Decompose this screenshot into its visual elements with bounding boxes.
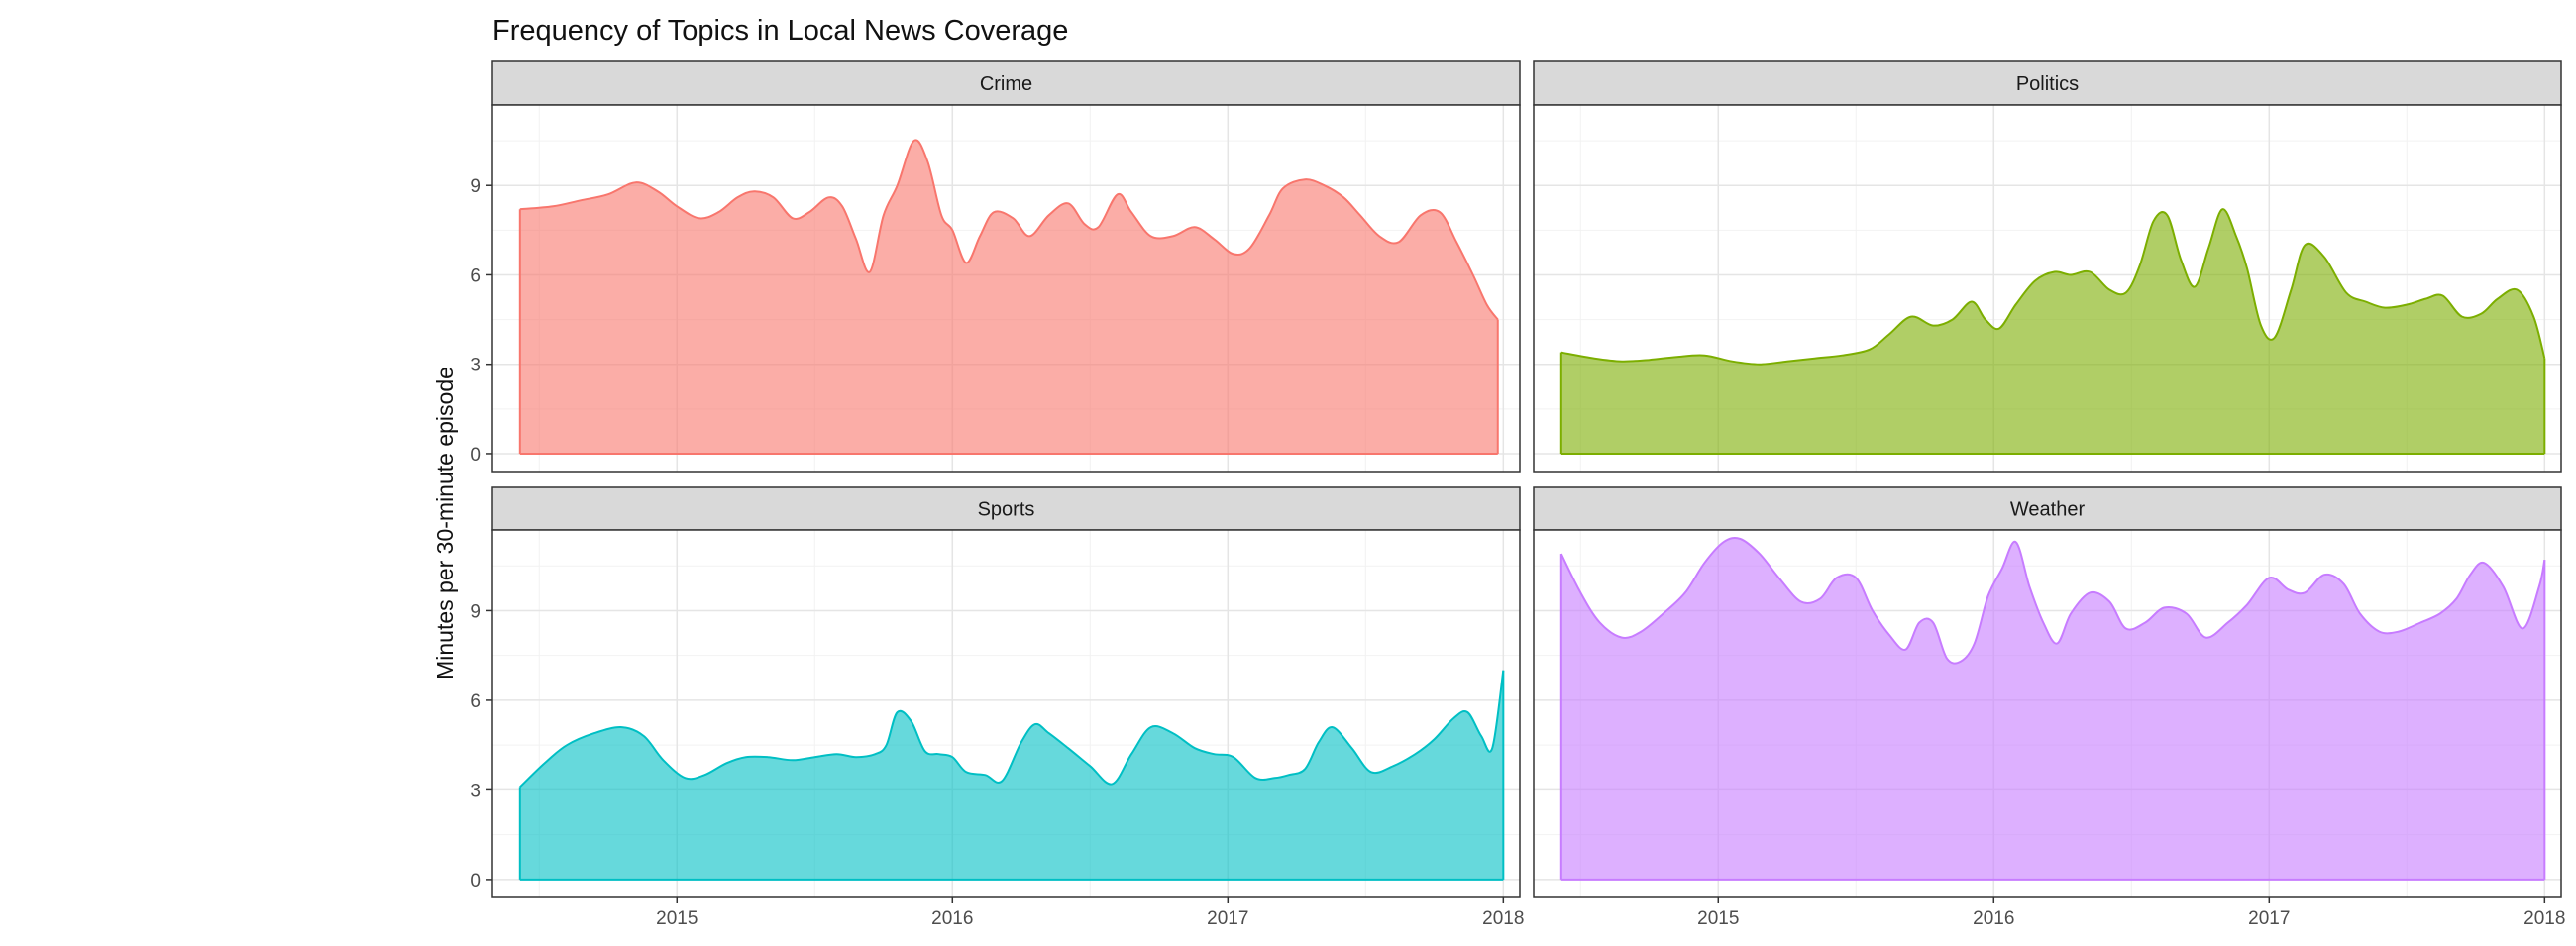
y-tick-label: 3 <box>470 781 481 801</box>
facet-strip-label: Sports <box>978 499 1035 521</box>
x-tick-label: 2018 <box>1482 908 1524 929</box>
line-weather <box>1559 537 2546 665</box>
chart-title: Frequency of Topics in Local News Covera… <box>492 15 1068 47</box>
line-politics <box>1560 208 2546 366</box>
area-crime <box>519 140 1498 454</box>
y-axis-label: Minutes per 30-minute episode <box>432 367 458 680</box>
facet-crime: Crime 0 3 6 9 <box>470 60 1521 473</box>
y-tick-label: 0 <box>470 871 481 892</box>
panel-border <box>1533 529 2562 898</box>
facet-strip <box>1533 486 2562 531</box>
line-sports <box>519 670 1505 788</box>
facet-strip <box>1533 60 2562 106</box>
panel-border <box>491 104 1521 473</box>
facet-strip <box>491 60 1521 106</box>
x-tick-label: 2017 <box>1207 908 1248 929</box>
x-tick-label: 2016 <box>931 908 973 929</box>
area-weather <box>1560 538 2545 880</box>
x-tick-label: 2015 <box>656 908 698 929</box>
facet-panels: Crime 0 3 6 9 Politics Sports 0 3 6 9 2015 2016 2017 2… <box>470 60 2565 929</box>
x-tick-label: 2017 <box>2248 908 2290 929</box>
facet-strip-label: Weather <box>2010 499 2086 521</box>
facet-sports: Sports 0 3 6 9 2015 2016 2017 2018 <box>470 486 1524 929</box>
x-tick-label: 2016 <box>1973 908 2014 929</box>
y-tick-label: 9 <box>470 601 481 622</box>
y-tick-label: 6 <box>470 265 481 286</box>
line-crime <box>519 139 1499 321</box>
area-sports <box>519 670 1504 880</box>
area-politics <box>1560 209 2545 454</box>
x-tick-label: 2018 <box>2523 908 2565 929</box>
panel-border <box>491 529 1521 898</box>
x-tick-label: 2015 <box>1697 908 1739 929</box>
facet-strip-label: Politics <box>2016 73 2079 95</box>
y-tick-label: 6 <box>470 691 481 712</box>
facet-politics: Politics <box>1533 60 2562 473</box>
facet-weather: Weather 2015 2016 2017 2018 <box>1533 486 2565 929</box>
y-tick-label: 0 <box>470 445 481 466</box>
y-tick-label: 3 <box>470 356 481 376</box>
y-tick-label: 9 <box>470 176 481 197</box>
facet-strip-label: Crime <box>980 73 1032 95</box>
panel-border <box>1533 104 2562 473</box>
